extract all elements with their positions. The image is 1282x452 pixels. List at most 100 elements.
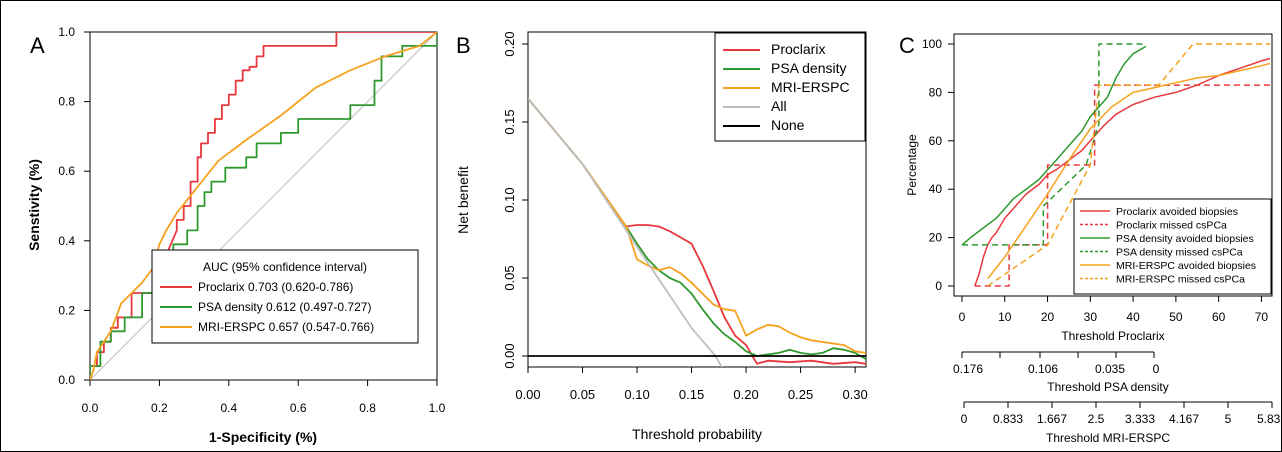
psa-axis-tick-label: 0.176 [953,362,983,376]
y-tick-label: 0.6 [58,164,75,178]
x-tick-label: 0.4 [220,401,237,415]
panel-b-series [528,98,866,367]
mri-axis-tick-label: 2.5 [1088,412,1105,426]
mri-axis-tick-label: 0.833 [993,412,1023,426]
panel-b: B 0.00 0.05 0.10 0.15 0.20 0.25 0.30 0.000.050… [455,31,868,442]
x-tick-label: 0.00 [515,387,540,402]
y-tick-label: 0.05 [502,265,517,290]
x-tick-label: 60 [1212,310,1226,324]
y-tick-label: 60 [929,134,943,148]
legend-entry-proclarix-avoided-biopsies: Proclarix avoided biopsies [1116,206,1238,218]
legend-entry-mri-erspc: MRI-ERSPC 0.657 (0.547-0.766) [198,320,374,334]
panel-a: A 0.0 0.2 0.4 0.6 0.8 1.0 0.00.20.40.60.81.0 … [26,25,446,445]
legend-entry-psa-density: PSA density 0.612 (0.497-0.727) [198,300,371,314]
psa-density-threshold-axis: 0.176 0.106 0.035 0 Threshold PSA density [953,351,1169,394]
x-tick-label: 1.0 [429,401,446,415]
x-tick-label: 0.6 [290,401,307,415]
panel-label-c: C [899,33,915,58]
x-tick-label: 70 [1255,310,1269,324]
x-tick-label: 0.10 [624,387,649,402]
legend-entry-psa-density-missed-cspca: PSA density missed csPCa [1116,247,1243,259]
panel-a-plot-frame [89,31,438,381]
psa-axis-tick-label: 0 [1153,362,1160,376]
y-tick-label: 0.20 [502,31,517,56]
panel-a-ylabel: Senstivity (%) [26,159,42,251]
mri-axis-tick-label: 0 [961,412,968,426]
y-tick-label: 0.0 [58,373,75,387]
series-line-proclarix [90,32,437,380]
series-line-mri-erspc-avoided-biopsies [987,62,1271,280]
x-tick-label: 0.2 [151,401,168,415]
series-line-proclarix [528,98,866,365]
legend-entry-mri-erspc-missed-cspca: MRI-ERSPC missed csPCa [1116,274,1245,286]
mri-erspc-threshold-axis: 0 0.833 1.667 2.5 3.333 4.167 5 5.833 Threshold… [961,401,1282,445]
series-line-psa-density [528,98,866,360]
panel-c-ylabel: Percentage [905,134,919,196]
y-tick-label: 80 [929,85,943,99]
panel-c-legend: Proclarix avoided biopsies Proclarix miss… [1073,198,1272,295]
panel-b-y-ticks: 0.00 0.05 0.10 0.15 0.20 [502,31,528,369]
mri-axis-tick-label: 5.833 [1257,412,1282,426]
panel-b-legend: Proclarix PSA density MRI-ERSPC All None [714,32,866,142]
panel-a-legend: AUC (95% confidence interval) Proclarix … [151,249,419,344]
series-line-mri-erspc-missed-cspca [987,43,1270,287]
panel-c-x-ticks: 0 10 20 30 40 50 60 70 [959,296,1269,324]
legend-entry-psa-density-avoided-biopsies: PSA density avoided biopsies [1116,233,1254,245]
x-tick-label: 0.25 [788,387,813,402]
panel-c-series [961,43,1271,287]
psa-axis-tick-label: 0.035 [1095,362,1125,376]
panel-b-xlabel: Threshold probability [632,426,762,442]
x-tick-label: 0.0 [82,401,99,415]
x-tick-label: 30 [1084,310,1098,324]
x-tick-label: 0 [959,310,966,324]
y-tick-label: 0.4 [58,234,75,248]
y-tick-label: 0.00 [502,343,517,368]
y-tick-label: 0 [935,279,942,293]
panel-a-xlabel: 1-Specificity (%) [209,429,317,445]
panel-a-series [90,32,437,380]
y-tick-label: 1.0 [58,25,75,39]
legend-entry-proclarix-missed-cspca: Proclarix missed csPCa [1116,220,1227,232]
y-tick-label: 0.15 [502,109,517,134]
mri-axis-tick-label: 1.667 [1037,412,1067,426]
legend-entry-mri-erspc-avoided-biopsies: MRI-ERSPC avoided biopsies [1116,260,1256,272]
y-tick-label: 0.2 [58,303,75,317]
series-line-proclarix-missed-cspca [974,84,1270,287]
legend-entry-psa-density: PSA density [771,60,847,76]
y-tick-label: 20 [929,231,943,245]
legend-entry-all: All [771,98,787,114]
legend-entry-proclarix: Proclarix 0.703 (0.620-0.786) [198,280,353,294]
x-tick-label: 0.15 [679,387,704,402]
legend-entry-none: None [771,117,805,133]
x-tick-label: 10 [998,310,1012,324]
x-tick-label: 0.30 [842,387,867,402]
panel-label-b: B [456,33,471,58]
legend-entry-proclarix: Proclarix [771,41,825,57]
mri-axis-tick-label: 3.333 [1125,412,1155,426]
panel-b-x-ticks: 0.00 0.05 0.10 0.15 0.20 0.25 0.30 [515,367,868,402]
series-line-psa-density [90,32,437,380]
x-tick-label: 0.05 [570,387,595,402]
panel-a-legend-title: AUC (95% confidence interval) [203,260,367,274]
series-line-all [528,98,723,367]
mri-axis-tick-label: 4.167 [1169,412,1199,426]
y-tick-label: 0.10 [502,187,517,212]
x-tick-label: 50 [1169,310,1183,324]
y-tick-label: 100 [922,37,942,51]
y-tick-label: 0.8 [58,95,75,109]
panel-label-a: A [30,33,45,58]
panel-a-y-ticks: 0.0 0.2 0.4 0.6 0.8 1.0 [58,25,90,387]
x-tick-label: 20 [1041,310,1055,324]
series-line-mri-erspc [528,98,866,354]
series-line-psa-density-avoided-biopsies [961,45,1147,246]
mri-axis-tick-label: 5 [1225,412,1232,426]
x-tick-label: 0.8 [359,401,376,415]
y-tick-label: 40 [929,182,943,196]
x-tick-label: 40 [1126,310,1140,324]
legend-entry-mri-erspc: MRI-ERSPC [771,79,850,95]
panel-c-y-ticks: 0 20 40 60 80 100 [922,37,954,293]
x-tick-label: 0.20 [733,387,758,402]
panel-a-x-ticks: 0.0 0.2 0.4 0.6 0.8 1.0 [82,380,446,415]
